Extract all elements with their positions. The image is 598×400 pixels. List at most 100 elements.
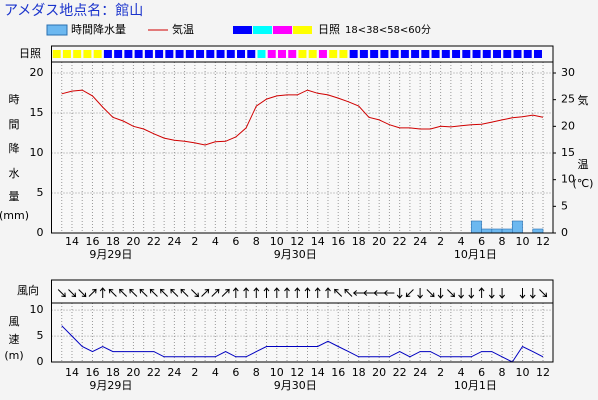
sunshine-cell bbox=[144, 50, 153, 58]
direction-label: 風向 bbox=[17, 283, 39, 297]
legend-label: 気温 bbox=[172, 22, 194, 36]
sunshine-cell bbox=[216, 50, 225, 58]
sunshine-cell bbox=[503, 50, 512, 58]
sunshine-cell bbox=[185, 50, 194, 58]
wind-arrow bbox=[68, 289, 77, 298]
x-tick-label: 8 bbox=[499, 366, 506, 379]
x-tick-label: 2 bbox=[191, 366, 198, 379]
sunshine-cell bbox=[380, 50, 389, 58]
precip-bar bbox=[501, 228, 513, 234]
sunshine-cell bbox=[493, 50, 502, 58]
x-tick-label: 14 bbox=[65, 366, 79, 379]
y-tick-label: 20 bbox=[30, 66, 44, 79]
x-tick-label: 12 bbox=[290, 235, 304, 248]
y-tick-label: 10 bbox=[30, 303, 44, 316]
sunshine-cell bbox=[114, 50, 123, 58]
sunshine-axis-label: 日照 bbox=[19, 47, 41, 60]
sunshine-cell bbox=[421, 50, 430, 58]
wind-arrow bbox=[383, 290, 395, 296]
wind-arrow bbox=[284, 287, 290, 298]
wind-arrow bbox=[108, 288, 117, 297]
wind-arrow bbox=[263, 287, 270, 298]
y2-tick-label: 30 bbox=[561, 66, 575, 79]
x-tick-label: 20 bbox=[372, 235, 386, 248]
wind-arrow bbox=[139, 288, 148, 297]
sunshine-cell bbox=[472, 50, 481, 58]
legend-swatch bbox=[46, 24, 68, 36]
x-tick-label: 16 bbox=[85, 366, 99, 379]
sunshine-cell bbox=[83, 50, 92, 58]
wind-arrow bbox=[170, 288, 179, 297]
sunshine-cell bbox=[226, 50, 235, 58]
sunshine-cell bbox=[206, 50, 215, 58]
wind-arrow bbox=[539, 289, 548, 298]
axis-label: 気 bbox=[578, 93, 589, 107]
y2-tick-label: 15 bbox=[561, 146, 575, 159]
wind-arrow bbox=[253, 287, 260, 298]
wind-arrow bbox=[334, 288, 343, 297]
x-tick-label: 6 bbox=[232, 235, 239, 248]
x-tick-label: 20 bbox=[372, 366, 386, 379]
x-tick-label: 22 bbox=[393, 235, 407, 248]
wind-arrow bbox=[314, 287, 321, 298]
sunshine-cell bbox=[237, 50, 246, 58]
x-tick-label: 14 bbox=[311, 235, 325, 248]
precip-bar bbox=[532, 228, 544, 234]
precip-bar bbox=[471, 220, 482, 234]
wind-arrow bbox=[201, 288, 210, 297]
sunshine-cell bbox=[411, 50, 420, 58]
sunshine-cell bbox=[452, 50, 461, 58]
sunshine-cell bbox=[298, 50, 307, 58]
x-tick-label: 24 bbox=[413, 235, 427, 248]
wind-arrow bbox=[468, 288, 475, 299]
date-label: 9月29日 bbox=[89, 379, 132, 392]
x-tick-label: 14 bbox=[311, 366, 325, 379]
sunshine-cell bbox=[103, 50, 112, 58]
wind-arrow bbox=[99, 287, 106, 298]
sunshine-cell bbox=[349, 50, 358, 58]
sunshine-cell bbox=[277, 50, 286, 58]
wind-arrow bbox=[325, 287, 331, 298]
y2-tick-label: 20 bbox=[561, 119, 575, 132]
wind-arrow bbox=[373, 290, 385, 296]
x-tick-label: 10 bbox=[516, 366, 530, 379]
precip-bar bbox=[481, 228, 493, 234]
x-tick-label: 10 bbox=[270, 235, 284, 248]
wind-arrow bbox=[211, 288, 220, 297]
wind-arrow bbox=[57, 289, 66, 298]
y2-tick-label: 0 bbox=[561, 226, 568, 239]
x-tick-label: 2 bbox=[437, 366, 444, 379]
y-tick-label: 0 bbox=[37, 226, 44, 239]
wind-arrow bbox=[426, 289, 435, 298]
legend-swatch bbox=[253, 26, 272, 34]
x-tick-label: 16 bbox=[331, 235, 345, 248]
sunshine-cell bbox=[318, 50, 327, 58]
date-label: 9月29日 bbox=[89, 248, 132, 261]
x-tick-label: 20 bbox=[126, 366, 140, 379]
wind-arrow bbox=[149, 288, 158, 297]
plot-frame bbox=[51, 279, 554, 363]
precip-bar bbox=[491, 228, 503, 234]
wind-arrow bbox=[352, 290, 364, 296]
sunshine-cell bbox=[134, 50, 143, 58]
plot-area bbox=[51, 46, 553, 233]
sunshine-cell bbox=[533, 50, 542, 58]
wind-arrow bbox=[519, 288, 526, 299]
y-tick-label: 5 bbox=[37, 186, 44, 199]
sunshine-cell bbox=[370, 50, 379, 58]
x-tick-label: 18 bbox=[106, 235, 120, 248]
x-tick-label: 6 bbox=[478, 235, 485, 248]
wind-speed-line bbox=[61, 325, 544, 363]
plot-frame bbox=[51, 45, 554, 234]
x-tick-label: 12 bbox=[290, 366, 304, 379]
y-tick-label: 10 bbox=[30, 146, 44, 159]
wind-arrow bbox=[191, 289, 199, 298]
axis-label: 速 bbox=[9, 333, 20, 346]
x-tick-label: 20 bbox=[126, 235, 140, 248]
page-title: アメダス地点名：館山 bbox=[4, 2, 143, 19]
sunshine-cell bbox=[523, 50, 532, 58]
wind-arrow bbox=[78, 289, 87, 298]
x-tick-label: 18 bbox=[106, 366, 120, 379]
sunshine-cell bbox=[339, 50, 348, 58]
